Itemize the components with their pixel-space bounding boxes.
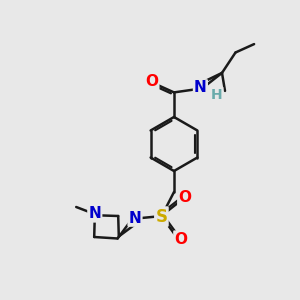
Text: N: N [129, 211, 141, 226]
Text: O: O [145, 74, 158, 89]
Text: S: S [155, 208, 167, 226]
Text: H: H [211, 88, 222, 102]
Text: O: O [174, 232, 188, 247]
Text: N: N [194, 80, 207, 95]
Text: O: O [178, 190, 191, 205]
Text: N: N [88, 206, 101, 221]
